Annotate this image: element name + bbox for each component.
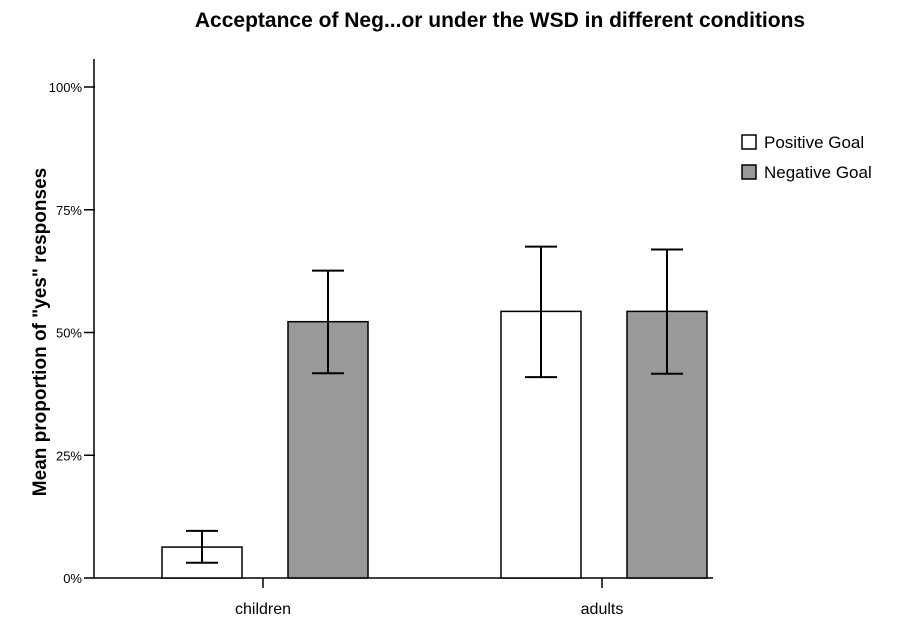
axes: 0% 25% 50% 75% 100% children adults: [49, 59, 713, 618]
legend-swatch: [741, 164, 757, 180]
y-tick-label: 50%: [56, 326, 82, 341]
legend-swatch: [741, 134, 757, 150]
legend-label: Positive Goal: [764, 133, 864, 152]
y-tick-label: 100%: [49, 80, 83, 95]
bars: [161, 310, 708, 579]
x-tick-label: children: [235, 601, 291, 618]
error-bars: [186, 245, 683, 564]
y-tick-label: 75%: [56, 203, 82, 218]
legend: Positive Goal Negative Goal: [741, 133, 872, 182]
chart-title: Acceptance of Neg...or under the WSD in …: [195, 9, 805, 32]
y-axis-label: Mean proportion of "yes" responses: [30, 168, 51, 496]
x-tick-label: adults: [581, 601, 624, 618]
y-tick-label: 25%: [56, 448, 82, 463]
y-tick-label: 0%: [63, 571, 82, 586]
legend-label: Negative Goal: [764, 163, 872, 182]
